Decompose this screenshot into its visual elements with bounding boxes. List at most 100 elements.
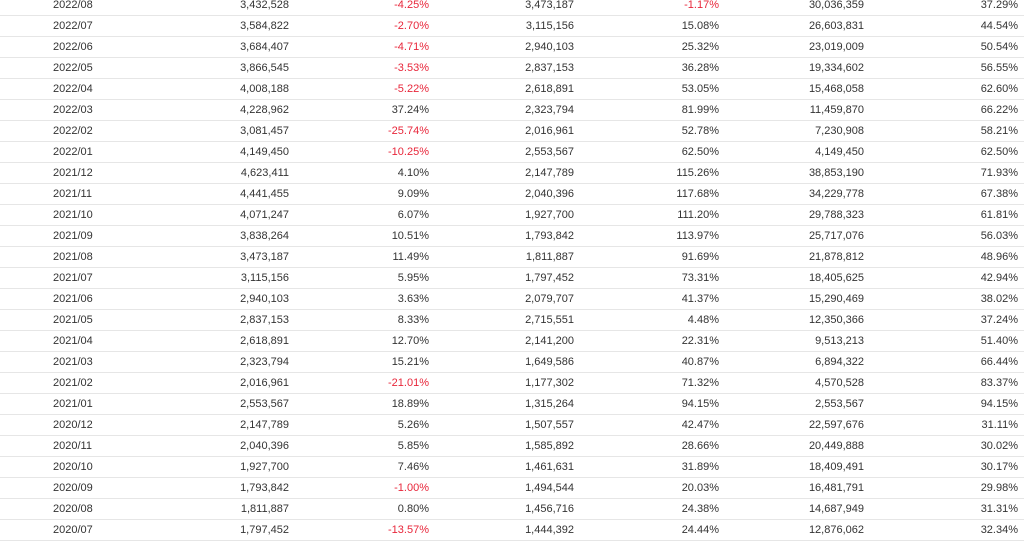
- table-row: 2021/12 4,623,411 4.10% 2,147,789 115.26% 38,…: [0, 162, 1024, 184]
- change-a-cell: -3.53%: [295, 57, 435, 79]
- change-b-cell: 20.03%: [580, 477, 725, 499]
- cumulative-cell: 4,570,528: [725, 372, 870, 394]
- table-row: 2020/12 2,147,789 5.26% 1,507,557 42.47% 22,5…: [0, 414, 1024, 436]
- row-spacer: [0, 498, 45, 520]
- cumulative-cell: 11,459,870: [725, 99, 870, 121]
- row-spacer: [0, 456, 45, 478]
- ratio-cell: 66.44%: [870, 351, 1024, 373]
- change-b-cell: -1.17%: [580, 0, 725, 16]
- table-row: 2022/03 4,228,962 37.24% 2,323,794 81.99% 11,…: [0, 99, 1024, 121]
- change-a-cell: 15.21%: [295, 351, 435, 373]
- change-a-cell: -2.70%: [295, 15, 435, 37]
- change-a-cell: -13.57%: [295, 519, 435, 541]
- month-cell: 2021/10: [45, 204, 120, 226]
- table-row: 2022/05 3,866,545 -3.53% 2,837,153 36.28% 19,…: [0, 57, 1024, 79]
- change-a-cell: 3.63%: [295, 288, 435, 310]
- value-b-cell: 2,940,103: [435, 36, 580, 58]
- table-row: 2020/09 1,793,842 -1.00% 1,494,544 20.03% 16,…: [0, 477, 1024, 499]
- month-cell: 2021/04: [45, 330, 120, 352]
- change-b-cell: 4.48%: [580, 309, 725, 331]
- change-b-cell: 22.31%: [580, 330, 725, 352]
- change-b-cell: 117.68%: [580, 183, 725, 205]
- ratio-cell: 51.40%: [870, 330, 1024, 352]
- row-spacer: [0, 0, 45, 16]
- month-cell: 2020/09: [45, 477, 120, 499]
- month-cell: 2021/02: [45, 372, 120, 394]
- ratio-cell: 31.11%: [870, 414, 1024, 436]
- value-b-cell: 1,797,452: [435, 267, 580, 289]
- table-row: 2021/11 4,441,455 9.09% 2,040,396 117.68% 34,…: [0, 183, 1024, 205]
- month-cell: 2022/05: [45, 57, 120, 79]
- value-a-cell: 4,623,411: [120, 162, 295, 184]
- change-b-cell: 15.08%: [580, 15, 725, 37]
- row-spacer: [0, 393, 45, 415]
- value-b-cell: 1,494,544: [435, 477, 580, 499]
- row-spacer: [0, 99, 45, 121]
- change-b-cell: 62.50%: [580, 141, 725, 163]
- ratio-cell: 44.54%: [870, 15, 1024, 37]
- ratio-cell: 94.15%: [870, 393, 1024, 415]
- value-a-cell: 1,927,700: [120, 456, 295, 478]
- row-spacer: [0, 477, 45, 499]
- value-b-cell: 3,473,187: [435, 0, 580, 16]
- ratio-cell: 38.02%: [870, 288, 1024, 310]
- table-row: 2022/02 3,081,457 -25.74% 2,016,961 52.78% 7,…: [0, 120, 1024, 142]
- table-row: 2022/07 3,584,822 -2.70% 3,115,156 15.08% 26,…: [0, 15, 1024, 37]
- table-row: 2020/10 1,927,700 7.46% 1,461,631 31.89% 18,4…: [0, 456, 1024, 478]
- change-b-cell: 52.78%: [580, 120, 725, 142]
- value-a-cell: 4,228,962: [120, 99, 295, 121]
- row-spacer: [0, 435, 45, 457]
- change-a-cell: 5.95%: [295, 267, 435, 289]
- cumulative-cell: 14,687,949: [725, 498, 870, 520]
- change-b-cell: 111.20%: [580, 204, 725, 226]
- row-spacer: [0, 351, 45, 373]
- change-a-cell: 11.49%: [295, 246, 435, 268]
- month-cell: 2021/12: [45, 162, 120, 184]
- value-b-cell: 2,079,707: [435, 288, 580, 310]
- table-row: 2022/08 3,432,528 -4.25% 3,473,187 -1.17% 30,…: [0, 0, 1024, 16]
- ratio-cell: 58.21%: [870, 120, 1024, 142]
- value-b-cell: 1,315,264: [435, 393, 580, 415]
- change-a-cell: 6.07%: [295, 204, 435, 226]
- value-b-cell: 2,141,200: [435, 330, 580, 352]
- ratio-cell: 31.31%: [870, 498, 1024, 520]
- ratio-cell: 62.60%: [870, 78, 1024, 100]
- ratio-cell: 30.17%: [870, 456, 1024, 478]
- value-a-cell: 4,149,450: [120, 141, 295, 163]
- row-spacer: [0, 330, 45, 352]
- row-spacer: [0, 267, 45, 289]
- row-spacer: [0, 141, 45, 163]
- ratio-cell: 56.55%: [870, 57, 1024, 79]
- value-b-cell: 2,147,789: [435, 162, 580, 184]
- month-cell: 2021/05: [45, 309, 120, 331]
- row-spacer: [0, 204, 45, 226]
- change-a-cell: 10.51%: [295, 225, 435, 247]
- ratio-cell: 37.29%: [870, 0, 1024, 16]
- change-b-cell: 25.32%: [580, 36, 725, 58]
- value-a-cell: 3,081,457: [120, 120, 295, 142]
- ratio-cell: 83.37%: [870, 372, 1024, 394]
- value-a-cell: 3,866,545: [120, 57, 295, 79]
- value-b-cell: 1,811,887: [435, 246, 580, 268]
- change-b-cell: 42.47%: [580, 414, 725, 436]
- row-spacer: [0, 120, 45, 142]
- row-spacer: [0, 414, 45, 436]
- month-cell: 2022/06: [45, 36, 120, 58]
- ratio-cell: 29.98%: [870, 477, 1024, 499]
- row-spacer: [0, 288, 45, 310]
- table-row: 2021/08 3,473,187 11.49% 1,811,887 91.69% 21,…: [0, 246, 1024, 268]
- value-a-cell: 2,016,961: [120, 372, 295, 394]
- change-b-cell: 81.99%: [580, 99, 725, 121]
- change-b-cell: 24.44%: [580, 519, 725, 541]
- change-a-cell: 5.85%: [295, 435, 435, 457]
- change-a-cell: 18.89%: [295, 393, 435, 415]
- month-cell: 2022/04: [45, 78, 120, 100]
- table-row: 2020/07 1,797,452 -13.57% 1,444,392 24.44% 12…: [0, 519, 1024, 541]
- cumulative-cell: 12,876,062: [725, 519, 870, 541]
- value-b-cell: 2,016,961: [435, 120, 580, 142]
- table-row: 2022/06 3,684,407 -4.71% 2,940,103 25.32% 23,…: [0, 36, 1024, 58]
- change-a-cell: -1.00%: [295, 477, 435, 499]
- row-spacer: [0, 519, 45, 541]
